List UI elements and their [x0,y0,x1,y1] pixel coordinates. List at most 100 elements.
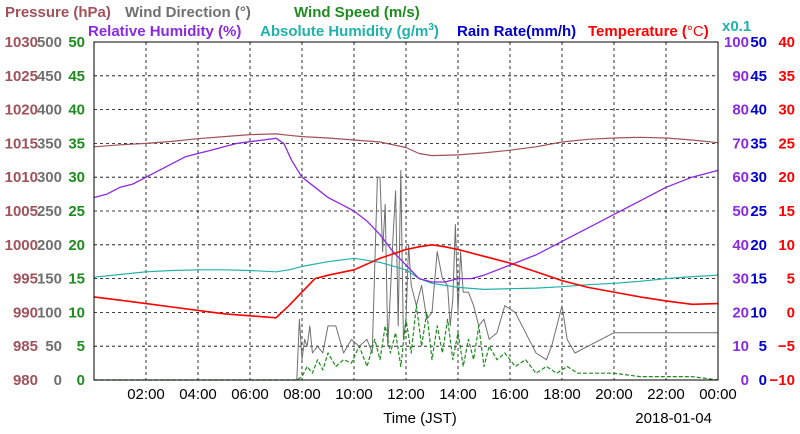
y-tick-temperature: 0 [787,304,795,321]
y-tick-wind-speed: 30 [68,169,85,186]
y-tick-wind-direction: 200 [37,237,62,254]
y-tick-relative-humidity: 40 [732,237,749,254]
y-tick-wind-speed: 20 [68,237,85,254]
y-tick-pressure: 1030 [5,34,38,51]
y-tick-wind-speed: 0 [77,372,85,389]
y-tick-pressure: 1010 [5,169,38,186]
absolute-humidity-line [93,257,719,290]
y-tick-pressure: 1000 [5,237,38,254]
y-tick-wind-direction: 300 [37,169,62,186]
y-tick-relative-humidity: 20 [732,304,749,321]
legend-temperature-suffix: ) [704,23,709,40]
y-tick-rain-rate: 15 [750,271,767,288]
temperature-line [93,244,719,319]
plot-frame [93,41,719,381]
date-label: 2018-01-04 [635,410,712,427]
y-tick-wind-direction: 100 [37,304,62,321]
legend-temperature-unit: °C [687,23,704,40]
y-tick-temperature: −10 [770,372,795,389]
y-tick-temperature: 5 [787,271,795,288]
relative-humidity-line [93,137,719,283]
grid [94,42,718,380]
y-tick-relative-humidity: 90 [732,68,749,85]
y-tick-wind-direction: 0 [54,372,62,389]
y-tick-wind-speed: 40 [68,102,85,119]
y-tick-wind-direction: 250 [37,203,62,220]
y-tick-wind-direction: 500 [37,34,62,51]
y-tick-relative-humidity: 80 [732,102,749,119]
wind-direction-line [94,169,718,381]
y-tick-pressure: 980 [13,372,38,389]
y-tick-rain-rate: 5 [759,338,767,355]
y-tick-wind-speed: 35 [68,135,85,152]
x-tick-label: 20:00 [595,386,633,403]
y-tick-relative-humidity: 100 [724,34,749,51]
y-tick-wind-speed: 10 [68,304,85,321]
legend-pressure: Pressure (hPa) [5,4,111,21]
y-tick-wind-speed: 5 [77,338,85,355]
y-tick-wind-speed: 25 [68,203,85,220]
y-tick-pressure: 1005 [5,203,38,220]
x-tick-label: 22:00 [647,386,685,403]
y-tick-pressure: 985 [13,338,38,355]
x-tick-label: 00:00 [699,386,737,403]
y-tick-temperature: 10 [778,237,795,254]
wind-speed-line [94,305,719,381]
y-tick-pressure: 990 [13,304,38,321]
y-tick-relative-humidity: 70 [732,135,749,152]
legend-wind-speed: Wind Speed (m/s) [294,4,420,21]
y-tick-temperature: 35 [778,68,795,85]
legend-absolute-humidity: Absolute Humidity (g/m3) [260,22,439,40]
y-tick-relative-humidity: 30 [732,271,749,288]
y-tick-wind-speed: 45 [68,68,85,85]
y-tick-wind-direction: 450 [37,68,62,85]
legend-rain-rate: Rain Rate(mm/h) [457,23,576,40]
legend-temperature-prefix: Temperature ( [588,23,687,40]
y-tick-wind-speed: 50 [68,34,85,51]
x-tick-label: 02:00 [127,386,165,403]
series-group [93,133,719,381]
y-tick-wind-direction: 150 [37,271,62,288]
y-tick-temperature: 25 [778,135,795,152]
x-tick-label: 14:00 [439,386,477,403]
legend-absolute-humidity-sup: 3 [428,22,434,33]
x-tick-label: 12:00 [387,386,425,403]
x-axis-label: Time (JST) [383,410,457,427]
y-tick-relative-humidity: 10 [732,338,749,355]
y-tick-rain-rate: 45 [750,68,767,85]
y-tick-temperature: 20 [778,169,795,186]
y-tick-rain-rate: 10 [750,304,767,321]
y-tick-pressure: 1015 [5,135,38,152]
y-tick-rain-rate: 25 [750,203,767,220]
legend-relative-humidity: Relative Humidity (%) [88,23,241,40]
y-tick-rain-rate: 50 [750,34,767,51]
legend-absolute-humidity-prefix: Absolute Humidity (g/m [260,23,428,40]
x-tick-label: 16:00 [491,386,529,403]
y-tick-wind-direction: 350 [37,135,62,152]
legend-wind-direction: Wind Direction (°) [125,4,251,21]
x-tick-label: 06:00 [231,386,269,403]
legend-absolute-humidity-suffix: ) [434,23,439,40]
y-tick-relative-humidity: 60 [732,169,749,186]
tick-labels: 1030102510201015101010051000995990985980… [5,34,795,403]
y-tick-temperature: 30 [778,102,795,119]
y-tick-temperature: −5 [778,338,795,355]
x-tick-label: 18:00 [543,386,581,403]
x-tick-label: 04:00 [179,386,217,403]
y-tick-relative-humidity: 0 [741,372,749,389]
y-tick-rain-rate: 40 [750,102,767,119]
scale-note: x0.1 [722,18,751,35]
y-tick-wind-direction: 50 [45,338,62,355]
y-tick-wind-direction: 400 [37,102,62,119]
y-tick-pressure: 1025 [5,68,38,85]
x-tick-label: 08:00 [283,386,321,403]
y-tick-rain-rate: 35 [750,135,767,152]
y-tick-rain-rate: 30 [750,169,767,186]
pressure-line [93,133,719,157]
y-tick-temperature: 40 [778,34,795,51]
x-tick-label: 10:00 [335,386,373,403]
y-tick-temperature: 15 [778,203,795,220]
y-tick-pressure: 995 [13,271,38,288]
y-tick-pressure: 1020 [5,102,38,119]
